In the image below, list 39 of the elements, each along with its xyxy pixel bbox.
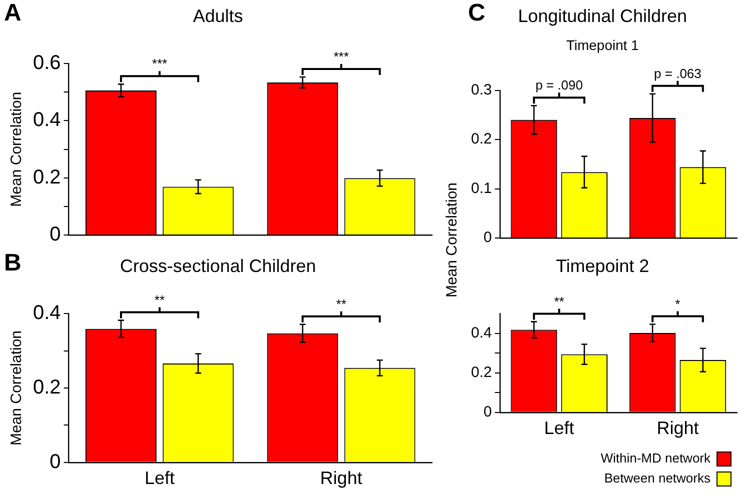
y-axis-title: Mean Correlation <box>444 182 460 298</box>
chart-title: Timepoint 2 <box>556 256 650 276</box>
x-tick-label: Right <box>656 418 699 438</box>
y-tick-label: 0.1 <box>470 180 492 197</box>
annotation: *** <box>152 56 168 72</box>
y-tick-label: 0.2 <box>470 364 492 382</box>
chart-title: Cross-sectional Children <box>120 256 316 276</box>
x-tick-label: Left <box>144 468 175 488</box>
annotation: p = .090 <box>535 78 583 93</box>
text: A <box>4 0 22 27</box>
y-tick-label: 0 <box>484 229 492 246</box>
legend-label: Within-MD network <box>600 450 711 466</box>
chart-title: Adults <box>192 6 244 26</box>
annotation: *** <box>334 49 349 64</box>
chart-title: Longitudinal Children <box>518 6 688 26</box>
text: B <box>4 250 22 277</box>
text: ** <box>154 292 165 308</box>
y-tick-label: 0 <box>50 224 61 246</box>
x-tick-label: Left <box>544 418 574 438</box>
y-tick-label: 0 <box>484 404 492 421</box>
legend-label: Between networks <box>604 470 711 486</box>
y-axis-title: Mean Correlation <box>8 330 26 446</box>
y-tick-label: 0.4 <box>470 324 492 342</box>
x-tick-label: Right <box>320 468 362 488</box>
y-tick-label: 0.4 <box>32 302 61 324</box>
chart-subtitle: Timepoint 1 <box>566 36 640 53</box>
y-tick-label: 0.2 <box>32 166 61 188</box>
y-tick-label: 0.3 <box>470 82 492 99</box>
y-tick-label: 0.6 <box>32 52 61 74</box>
text: ** <box>336 296 346 312</box>
y-tick-label: 0.4 <box>32 109 61 132</box>
y-tick-label: 0.2 <box>470 130 492 148</box>
text: p = .063 <box>654 66 702 81</box>
text: C <box>468 0 486 27</box>
y-axis-title: Mean Correlation <box>8 92 26 207</box>
y-tick-label: 0.2 <box>32 376 61 399</box>
text: ** <box>554 294 564 309</box>
y-tick-label: 0 <box>50 450 61 473</box>
text: * <box>675 296 680 312</box>
